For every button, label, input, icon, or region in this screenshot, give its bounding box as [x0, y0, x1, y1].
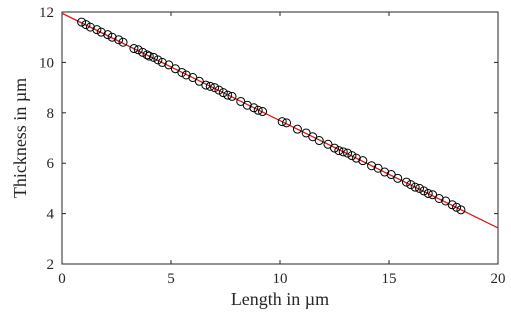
data-point — [452, 202, 462, 212]
y-tick-label: 6 — [47, 156, 55, 172]
data-point — [441, 196, 451, 206]
data-point — [188, 73, 198, 83]
data-point — [358, 156, 368, 166]
x-tick-label: 10 — [273, 271, 288, 287]
data-point — [144, 51, 154, 61]
data-point — [218, 88, 228, 98]
data-point — [373, 163, 383, 173]
data-point — [393, 173, 403, 183]
data-point — [227, 91, 237, 101]
y-axis-title: Thickness in µm — [10, 78, 30, 198]
y-tick-label: 2 — [47, 257, 55, 273]
x-axis-title: Length in µm — [231, 289, 329, 309]
data-point — [118, 37, 128, 47]
data-point — [96, 27, 106, 37]
data-point — [249, 103, 259, 113]
data-point — [214, 85, 224, 95]
data-point — [447, 200, 457, 210]
data-point — [406, 180, 416, 190]
x-tick-label: 15 — [382, 271, 397, 287]
data-point — [205, 81, 215, 91]
data-point — [347, 151, 357, 161]
data-point — [242, 100, 252, 110]
data-point — [380, 167, 390, 177]
data-point — [138, 47, 148, 57]
data-point — [367, 161, 377, 171]
data-point — [330, 143, 339, 153]
data-point — [181, 70, 191, 80]
y-tick-label: 10 — [39, 55, 54, 71]
data-point — [423, 188, 433, 198]
data-point — [456, 205, 466, 215]
y-axis-ticks: 2 4 6 8 10 12 — [39, 5, 498, 273]
y-tick-label: 4 — [47, 207, 55, 223]
data-point — [277, 117, 287, 127]
data-point — [236, 96, 246, 106]
data-point — [351, 153, 361, 163]
x-tick-label: 0 — [58, 271, 66, 287]
data-point — [103, 30, 113, 40]
data-point — [253, 105, 263, 115]
y-tick-label: 8 — [47, 106, 55, 122]
y-tick-label: 12 — [39, 5, 54, 21]
data-point — [81, 20, 91, 30]
data-point — [410, 182, 420, 192]
data-point — [386, 170, 396, 180]
data-point — [223, 90, 233, 100]
data-point — [85, 22, 95, 32]
data-point — [201, 80, 211, 90]
data-point — [434, 193, 444, 203]
data-point — [292, 124, 302, 134]
data-point — [323, 139, 333, 149]
data-point — [157, 57, 167, 67]
data-point — [129, 44, 139, 54]
x-tick-label: 20 — [491, 271, 506, 287]
data-point — [142, 50, 152, 60]
x-tick-label: 5 — [167, 271, 175, 287]
data-point — [334, 146, 344, 156]
data-point — [149, 52, 159, 62]
data-point — [258, 107, 268, 117]
data-point — [314, 136, 324, 146]
data-point — [343, 148, 353, 158]
data-point — [338, 147, 348, 157]
data-point — [177, 67, 187, 77]
data-point — [308, 132, 318, 142]
data-point — [301, 128, 311, 138]
data-point — [107, 32, 117, 42]
data-point — [428, 190, 438, 200]
data-point — [194, 76, 204, 86]
data-point — [133, 45, 143, 55]
data-point — [419, 186, 429, 196]
data-point — [114, 35, 124, 45]
data-point — [164, 60, 174, 70]
data-points — [77, 17, 466, 215]
data-point — [170, 64, 180, 74]
data-point — [415, 183, 425, 193]
data-point — [210, 83, 220, 93]
plot-area — [61, 11, 499, 265]
data-point — [77, 17, 87, 27]
x-axis-ticks: 0 5 10 15 20 — [58, 12, 506, 287]
data-point — [282, 118, 292, 128]
data-point — [92, 25, 102, 35]
data-point — [401, 177, 411, 187]
data-point — [153, 55, 163, 65]
